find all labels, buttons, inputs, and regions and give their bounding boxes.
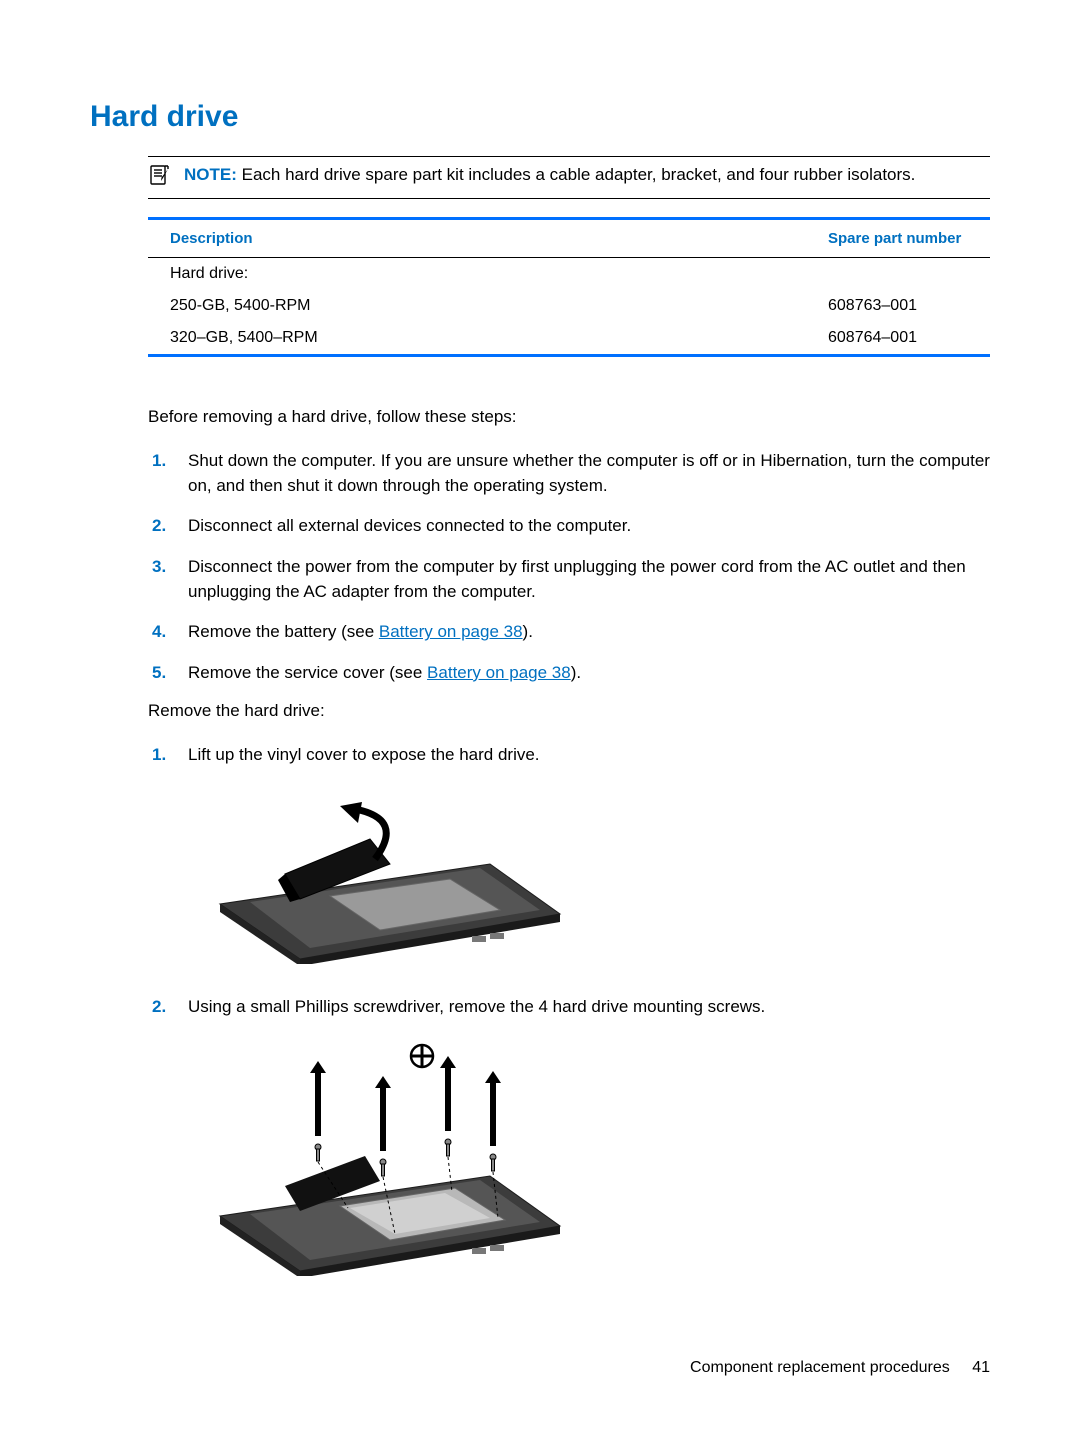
note-label: NOTE: xyxy=(184,165,237,184)
td-num: 608764–001 xyxy=(828,329,968,347)
illustration-remove-screws xyxy=(190,1036,990,1281)
battery-link[interactable]: Battery on page 38 xyxy=(379,622,523,641)
section-title: Hard drive xyxy=(90,100,990,134)
note-block: NOTE: Each hard drive spare part kit inc… xyxy=(148,156,990,199)
list-item: 4. Remove the battery (see Battery on pa… xyxy=(148,620,990,645)
step-number: 2. xyxy=(148,514,188,539)
td-desc: 250-GB, 5400-RPM xyxy=(170,297,828,315)
parts-table: Description Spare part number Hard drive… xyxy=(148,217,990,357)
list-item: 2. Disconnect all external devices conne… xyxy=(148,514,990,539)
note-body: Each hard drive spare part kit includes … xyxy=(242,165,916,184)
page-footer: Component replacement procedures 41 xyxy=(690,1359,990,1377)
note-icon xyxy=(148,163,172,192)
step-number: 1. xyxy=(148,743,188,768)
footer-section: Component replacement procedures xyxy=(690,1359,950,1376)
prep-steps: 1. Shut down the computer. If you are un… xyxy=(148,449,990,685)
table-header: Description Spare part number xyxy=(148,220,990,258)
step-number: 4. xyxy=(148,620,188,645)
removal-steps: 1. Lift up the vinyl cover to expose the… xyxy=(148,743,990,768)
removal-steps-cont: 2. Using a small Phillips screwdriver, r… xyxy=(148,995,990,1020)
note-text: NOTE: Each hard drive spare part kit inc… xyxy=(184,163,986,185)
list-item: 3. Disconnect the power from the compute… xyxy=(148,555,990,604)
th-description: Description xyxy=(170,230,828,247)
step-text: Using a small Phillips screwdriver, remo… xyxy=(188,995,990,1020)
step-text: Shut down the computer. If you are unsur… xyxy=(188,449,990,498)
list-item: 2. Using a small Phillips screwdriver, r… xyxy=(148,995,990,1020)
intro-paragraph: Remove the hard drive: xyxy=(148,701,990,721)
illustration-lift-cover xyxy=(190,784,990,969)
step-text: Disconnect all external devices connecte… xyxy=(188,514,990,539)
th-spare-part: Spare part number xyxy=(828,230,968,247)
td-desc: 320–GB, 5400–RPM xyxy=(170,329,828,347)
battery-link[interactable]: Battery on page 38 xyxy=(427,663,571,682)
table-row: Hard drive: xyxy=(148,258,990,290)
step-text: Disconnect the power from the computer b… xyxy=(188,555,990,604)
list-item: 1. Lift up the vinyl cover to expose the… xyxy=(148,743,990,768)
td-desc: Hard drive: xyxy=(170,265,828,283)
step-text: Lift up the vinyl cover to expose the ha… xyxy=(188,743,990,768)
list-item: 1. Shut down the computer. If you are un… xyxy=(148,449,990,498)
table-row: 250-GB, 5400-RPM 608763–001 xyxy=(148,290,990,322)
step-text: Remove the service cover (see Battery on… xyxy=(188,661,990,686)
td-num: 608763–001 xyxy=(828,297,968,315)
step-number: 3. xyxy=(148,555,188,604)
td-num xyxy=(828,265,968,283)
list-item: 5. Remove the service cover (see Battery… xyxy=(148,661,990,686)
table-row: 320–GB, 5400–RPM 608764–001 xyxy=(148,322,990,354)
step-number: 5. xyxy=(148,661,188,686)
page-number: 41 xyxy=(972,1359,990,1376)
step-number: 2. xyxy=(148,995,188,1020)
intro-paragraph: Before removing a hard drive, follow the… xyxy=(148,407,990,427)
step-text: Remove the battery (see Battery on page … xyxy=(188,620,990,645)
step-number: 1. xyxy=(148,449,188,498)
